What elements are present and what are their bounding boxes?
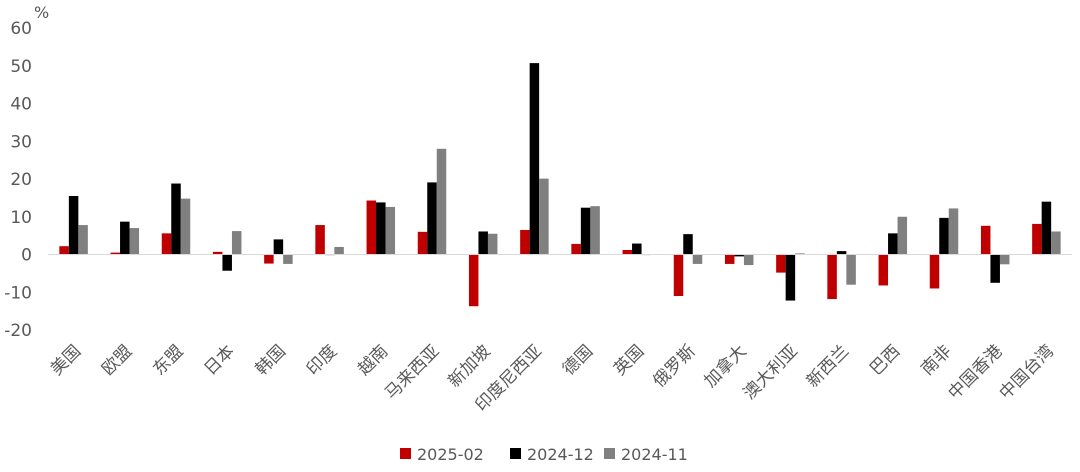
- x-tick-label: 巴西: [866, 341, 904, 379]
- bar: [231, 231, 242, 255]
- bar: [171, 183, 181, 255]
- bar: [622, 249, 633, 255]
- y-tick-label: 30: [10, 132, 32, 152]
- bar: [1041, 201, 1052, 255]
- bar: [888, 233, 898, 255]
- y-tick-label: 50: [10, 57, 32, 77]
- bar: [478, 231, 488, 255]
- x-tick-label: 俄罗斯: [649, 341, 699, 391]
- bar: [999, 254, 1010, 265]
- x-tick-label: 中国香港: [945, 341, 1007, 403]
- legend-swatch: [510, 448, 521, 459]
- bar: [529, 63, 540, 255]
- bar: [683, 234, 693, 255]
- x-tick-label: 韩国: [252, 341, 290, 379]
- bar: [161, 233, 172, 255]
- bar: [520, 229, 530, 255]
- x-tick-label: 新西兰: [803, 341, 853, 391]
- bar: [980, 225, 991, 255]
- bar: [59, 246, 69, 255]
- x-tick-label: 德国: [559, 341, 597, 379]
- x-tick-label: 马来西亚: [381, 341, 443, 403]
- y-axis-ticks: -20 -10 0 10 20 30 40 50 60: [4, 19, 32, 341]
- x-tick-label: 美国: [47, 341, 85, 379]
- bar: [222, 254, 232, 271]
- bar: [129, 228, 140, 255]
- x-tick-label: 日本: [201, 341, 239, 379]
- bar: [110, 252, 121, 255]
- y-tick-label: 40: [10, 95, 32, 115]
- bar: [1051, 231, 1061, 255]
- legend-label: 2025-02: [417, 445, 484, 464]
- bar: [180, 198, 191, 255]
- bar: [878, 254, 889, 286]
- bar: [795, 253, 805, 255]
- bar: [929, 254, 940, 289]
- bar: [590, 206, 600, 255]
- bar: [673, 254, 684, 297]
- y-axis-unit-label: %: [34, 3, 49, 22]
- bar: [436, 148, 447, 255]
- bar: [376, 202, 386, 255]
- bar: [120, 221, 130, 255]
- bar: [724, 254, 735, 264]
- bar: [283, 254, 293, 264]
- bar: [897, 216, 908, 255]
- bar: [427, 182, 437, 255]
- bar: [743, 254, 754, 266]
- x-tick-label: 东盟: [149, 341, 187, 379]
- x-tick-label: 越南: [354, 341, 392, 379]
- bar: [315, 225, 325, 255]
- bar: [334, 246, 344, 255]
- bar: [417, 231, 428, 255]
- bar: [632, 243, 642, 255]
- bar: [827, 254, 837, 300]
- legend-label: 2024-11: [621, 445, 688, 464]
- bar: [68, 195, 79, 255]
- bar: [571, 243, 581, 255]
- bar: [366, 200, 377, 255]
- bar: [846, 254, 856, 285]
- x-tick-label: 新加坡: [445, 341, 495, 391]
- x-tick-label: 中国台湾: [996, 341, 1058, 403]
- x-tick-label: 欧盟: [98, 341, 136, 379]
- bar: [785, 254, 796, 301]
- x-tick-label: 加拿大: [700, 341, 751, 392]
- x-tick-label: 澳大利亚: [740, 341, 802, 403]
- bar: [836, 251, 847, 255]
- legend-swatch: [604, 448, 615, 459]
- bar: [385, 206, 396, 255]
- bar: [939, 217, 949, 255]
- bar: [734, 254, 744, 257]
- bar: [1032, 223, 1042, 255]
- bar: [468, 254, 479, 307]
- y-tick-label: 60: [10, 19, 32, 39]
- y-tick-label: 10: [10, 208, 32, 228]
- bar: [78, 225, 88, 255]
- bar: [692, 254, 703, 264]
- legend: 2025-02 2024-12 2024-11: [400, 445, 688, 464]
- y-tick-label: 0: [21, 246, 32, 266]
- x-tick-label: 英国: [610, 341, 648, 379]
- bar: [264, 254, 274, 264]
- bar: [487, 233, 498, 255]
- y-tick-label: -10: [4, 283, 32, 303]
- bar: [990, 254, 1000, 283]
- y-tick-label: 20: [10, 170, 32, 190]
- bar: [212, 251, 223, 255]
- x-tick-label: 南非: [917, 341, 955, 379]
- bar: [776, 254, 786, 273]
- bar: [539, 178, 549, 255]
- bar: [580, 207, 591, 255]
- legend-label: 2024-12: [527, 445, 594, 464]
- bar: [948, 208, 959, 255]
- bars: [59, 63, 1061, 307]
- bar: [273, 239, 284, 255]
- y-tick-label: -20: [4, 321, 32, 341]
- x-tick-label: 印度: [303, 341, 341, 379]
- legend-swatch: [400, 448, 411, 459]
